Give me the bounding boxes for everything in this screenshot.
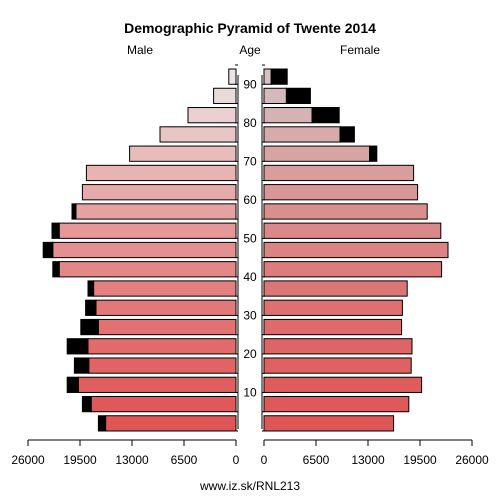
male-bar-90+ — [228, 68, 237, 85]
female-bar-90+ — [263, 68, 272, 85]
male-excess-10-14 — [66, 376, 79, 393]
female-bar-40-44 — [263, 261, 443, 278]
female-bar-85-89 — [263, 87, 287, 105]
female-excess-70-74 — [369, 145, 378, 162]
age-tick-label: 10 — [243, 385, 257, 399]
female-x-tick-label: 6500 — [303, 453, 330, 467]
female-bar-65-69 — [263, 164, 415, 182]
age-tick-label: 90 — [243, 77, 257, 91]
source-label: www.iz.sk/RNL213 — [199, 479, 300, 493]
male-bar-50-54 — [58, 222, 237, 239]
female-excess-90+ — [270, 68, 288, 85]
male-excess-25-29 — [80, 318, 99, 336]
male-bar-25-29 — [97, 318, 237, 336]
male-bar-70-74 — [129, 145, 237, 162]
female-bar-25-29 — [263, 318, 403, 336]
male-bar-40-44 — [58, 261, 237, 278]
female-bar-50-54 — [263, 222, 442, 239]
female-excess-80-84 — [311, 107, 340, 124]
male-excess-20-24 — [66, 338, 89, 355]
male-excess-40-44 — [52, 261, 60, 278]
bars-group — [42, 68, 449, 432]
male-bar-0-4 — [105, 415, 237, 432]
female-bar-20-24 — [263, 338, 413, 355]
female-bar-0-4 — [263, 415, 395, 432]
male-excess-55-59 — [71, 203, 77, 220]
age-label: Age — [239, 43, 261, 57]
male-excess-5-9 — [81, 395, 92, 413]
male-bar-20-24 — [87, 338, 237, 355]
female-bar-75-79 — [263, 126, 341, 143]
chart-title: Demographic Pyramid of Twente 2014 — [124, 20, 376, 36]
male-excess-50-54 — [51, 222, 60, 239]
female-bar-45-49 — [263, 241, 449, 259]
female-bar-15-19 — [263, 357, 412, 374]
male-excess-45-49 — [42, 241, 54, 259]
male-bar-30-34 — [95, 299, 237, 316]
male-bar-85-89 — [213, 87, 237, 105]
female-bar-80-84 — [263, 107, 313, 124]
male-x-tick-label: 19500 — [63, 453, 97, 467]
male-x-tick-label: 13000 — [115, 453, 149, 467]
female-bar-5-9 — [263, 395, 410, 413]
female-label: Female — [340, 43, 380, 57]
male-bar-60-64 — [81, 184, 237, 201]
female-x-tick-label: 26000 — [455, 453, 489, 467]
female-bar-60-64 — [263, 184, 419, 201]
male-bar-45-49 — [52, 241, 237, 259]
female-bar-35-39 — [263, 280, 408, 297]
male-bar-65-69 — [85, 164, 237, 182]
age-tick-label: 40 — [243, 270, 257, 284]
male-bar-5-9 — [90, 395, 237, 413]
female-x-tick-label: 0 — [261, 453, 268, 467]
male-excess-15-19 — [73, 357, 90, 374]
female-bar-70-74 — [263, 145, 371, 162]
male-x-tick-label: 26000 — [11, 453, 45, 467]
male-excess-30-34 — [85, 299, 97, 316]
age-tick-label: 20 — [243, 347, 257, 361]
female-excess-75-79 — [339, 126, 355, 143]
female-x-tick-label: 13000 — [351, 453, 385, 467]
female-bar-55-59 — [263, 203, 428, 220]
male-excess-0-4 — [97, 415, 107, 432]
age-tick-label: 30 — [243, 308, 257, 322]
male-excess-35-39 — [87, 280, 95, 297]
female-excess-85-89 — [285, 87, 311, 105]
age-tick-label: 80 — [243, 116, 257, 130]
male-bar-55-59 — [75, 203, 237, 220]
age-tick-label: 70 — [243, 154, 257, 168]
male-x-tick-label: 0 — [233, 453, 240, 467]
male-bar-75-79 — [159, 126, 237, 143]
male-label: Male — [127, 43, 153, 57]
male-x-tick-label: 6500 — [171, 453, 198, 467]
axes-group: 26000 19500 13000 6500 0 0 6500 13000 19500 26000… — [11, 64, 489, 467]
male-bar-15-19 — [88, 357, 237, 374]
male-bar-80-84 — [187, 107, 237, 124]
male-bar-10-14 — [77, 376, 237, 393]
age-tick-label: 60 — [243, 193, 257, 207]
female-x-tick-label: 19500 — [403, 453, 437, 467]
male-bar-35-39 — [93, 280, 237, 297]
age-tick-label: 50 — [243, 231, 257, 245]
female-bar-30-34 — [263, 299, 403, 316]
female-bar-10-14 — [263, 376, 423, 393]
